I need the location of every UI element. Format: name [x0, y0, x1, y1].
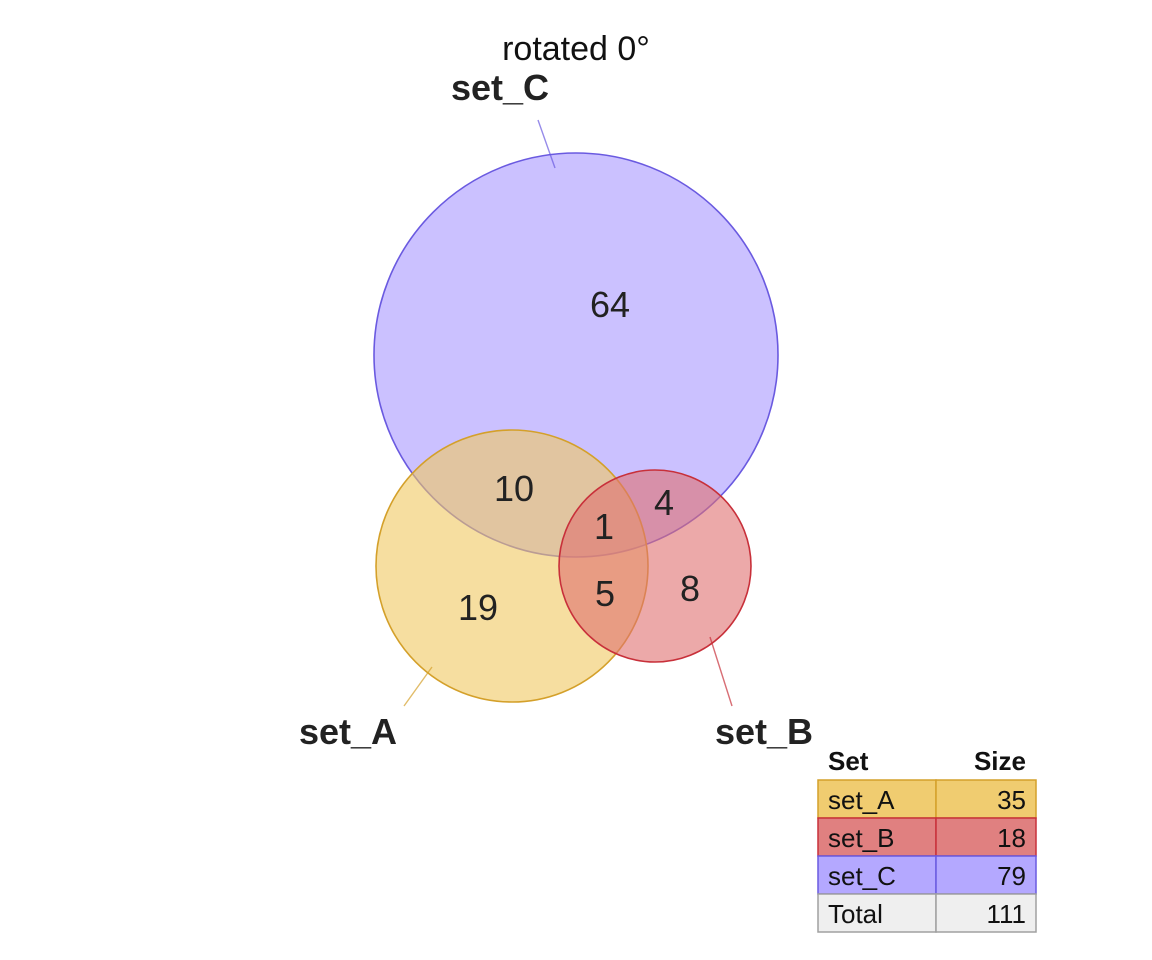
legend-cell-value-set-a [935, 779, 1037, 819]
region-label-c: 64 [590, 284, 630, 325]
legend-cell-value-total [935, 893, 1037, 933]
circle-set-b [558, 469, 752, 663]
legend-value-set-a: 35 [997, 785, 1026, 815]
set-label-set-a: set_A [299, 711, 397, 752]
set-label-set-b: set_B [715, 711, 813, 752]
region-label-b: 8 [680, 568, 700, 609]
legend-value-set-c: 79 [997, 861, 1026, 891]
chart-title: rotated 0° [502, 30, 650, 68]
legend-header-size: Size [974, 746, 1026, 776]
set-label-set-c: set_C [451, 67, 549, 108]
leader-line-set-b [709, 636, 733, 707]
legend-label-set-c: set_C [828, 861, 896, 891]
legend-label-set-a: set_A [828, 785, 895, 815]
legend-label-total: Total [828, 899, 883, 929]
legend-table: Set Size set_A 35 set_B 18 set_C 79 Total 111 [817, 746, 1037, 933]
leader-line-set-a [403, 666, 433, 707]
region-label-a-b: 5 [595, 573, 615, 614]
legend-value-set-b: 18 [997, 823, 1026, 853]
region-label-b-c: 4 [654, 482, 674, 523]
legend-label-set-b: set_B [828, 823, 895, 853]
region-label-a-c: 10 [494, 468, 534, 509]
region-label-a: 19 [458, 587, 498, 628]
legend-cell-value-set-c [935, 855, 1037, 895]
leader-line-set-c [537, 119, 556, 169]
legend-cell-label-set-c [817, 855, 937, 895]
legend-value-total: 111 [986, 899, 1026, 929]
legend-cell-label-total [817, 893, 937, 933]
legend-header-set: Set [828, 746, 869, 776]
region-label-a-b-c: 1 [594, 506, 614, 547]
legend-cell-value-set-b [935, 817, 1037, 857]
